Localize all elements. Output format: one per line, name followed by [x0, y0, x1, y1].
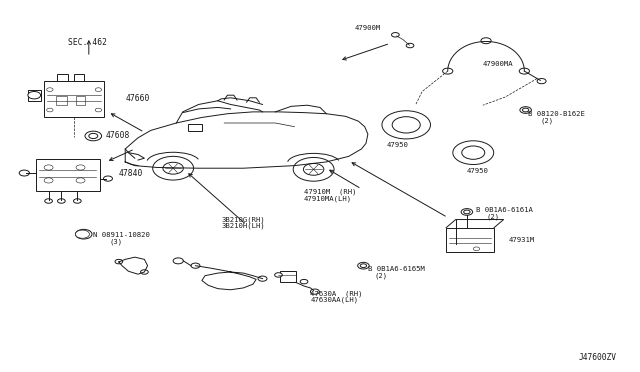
Circle shape: [104, 176, 113, 181]
Circle shape: [293, 157, 334, 181]
Circle shape: [19, 170, 29, 176]
Bar: [28, 90, 40, 101]
Text: 47950: 47950: [387, 141, 409, 148]
Text: 3B210G(RH): 3B210G(RH): [221, 217, 265, 223]
Circle shape: [392, 117, 420, 133]
Text: 47950: 47950: [467, 168, 489, 174]
Circle shape: [481, 38, 491, 44]
Circle shape: [537, 78, 546, 84]
Circle shape: [76, 178, 85, 183]
Circle shape: [453, 141, 493, 164]
Circle shape: [74, 199, 81, 203]
Bar: [280, 271, 296, 282]
Text: J47600ZV: J47600ZV: [579, 353, 617, 362]
Circle shape: [358, 262, 369, 269]
Text: (2): (2): [486, 213, 499, 219]
Text: 47660: 47660: [125, 94, 150, 103]
Circle shape: [85, 131, 102, 141]
Bar: [76, 96, 85, 105]
Circle shape: [44, 165, 53, 170]
Text: B 0B1A6-6165M: B 0B1A6-6165M: [368, 266, 425, 272]
Circle shape: [58, 199, 65, 203]
Circle shape: [310, 289, 319, 294]
Bar: [188, 125, 202, 131]
Bar: [36, 159, 100, 190]
Text: 47900M: 47900M: [355, 26, 381, 32]
Circle shape: [303, 163, 324, 175]
Text: 47910MA(LH): 47910MA(LH): [304, 195, 352, 202]
Circle shape: [89, 134, 98, 138]
Circle shape: [520, 107, 531, 113]
Circle shape: [47, 108, 53, 112]
Text: B 0B1A6-6161A: B 0B1A6-6161A: [476, 207, 533, 213]
Text: 47630AA(LH): 47630AA(LH): [310, 297, 358, 304]
Circle shape: [95, 88, 102, 92]
Circle shape: [522, 108, 529, 112]
Text: 47931M: 47931M: [508, 237, 534, 243]
Bar: [74, 74, 84, 81]
Text: 47900MA: 47900MA: [483, 61, 513, 67]
Text: 3B210H(LH): 3B210H(LH): [221, 222, 265, 229]
Circle shape: [519, 68, 529, 74]
Circle shape: [275, 273, 282, 277]
Circle shape: [76, 230, 92, 239]
Circle shape: [473, 247, 479, 251]
Circle shape: [95, 108, 102, 112]
Text: 47840: 47840: [119, 169, 143, 177]
Circle shape: [28, 92, 40, 99]
Text: (3): (3): [109, 238, 122, 245]
Circle shape: [44, 178, 53, 183]
Circle shape: [462, 146, 484, 159]
Text: (2): (2): [374, 272, 387, 279]
Circle shape: [45, 199, 52, 203]
Circle shape: [163, 162, 183, 174]
Circle shape: [464, 210, 470, 214]
Text: N 08911-10820: N 08911-10820: [93, 232, 150, 238]
Bar: [57, 74, 68, 81]
Circle shape: [153, 156, 193, 180]
Circle shape: [406, 43, 414, 48]
Circle shape: [173, 258, 183, 264]
Text: 47608: 47608: [106, 131, 131, 141]
Circle shape: [443, 68, 453, 74]
Circle shape: [141, 270, 148, 274]
Bar: [446, 228, 494, 252]
Circle shape: [47, 88, 53, 92]
Circle shape: [300, 279, 308, 284]
Circle shape: [191, 263, 200, 268]
Circle shape: [76, 165, 85, 170]
Circle shape: [360, 264, 367, 267]
Bar: [56, 96, 67, 105]
Text: (2): (2): [540, 118, 554, 124]
Circle shape: [76, 230, 90, 238]
Circle shape: [382, 111, 431, 139]
Circle shape: [258, 276, 267, 281]
Circle shape: [392, 33, 399, 37]
Text: B 08120-B162E: B 08120-B162E: [527, 111, 584, 117]
Text: 47630A  (RH): 47630A (RH): [310, 291, 363, 297]
Text: SEC. 462: SEC. 462: [68, 38, 107, 47]
Text: 47910M  (RH): 47910M (RH): [304, 189, 356, 195]
Circle shape: [461, 209, 472, 215]
Circle shape: [115, 259, 123, 264]
Bar: [44, 81, 104, 116]
